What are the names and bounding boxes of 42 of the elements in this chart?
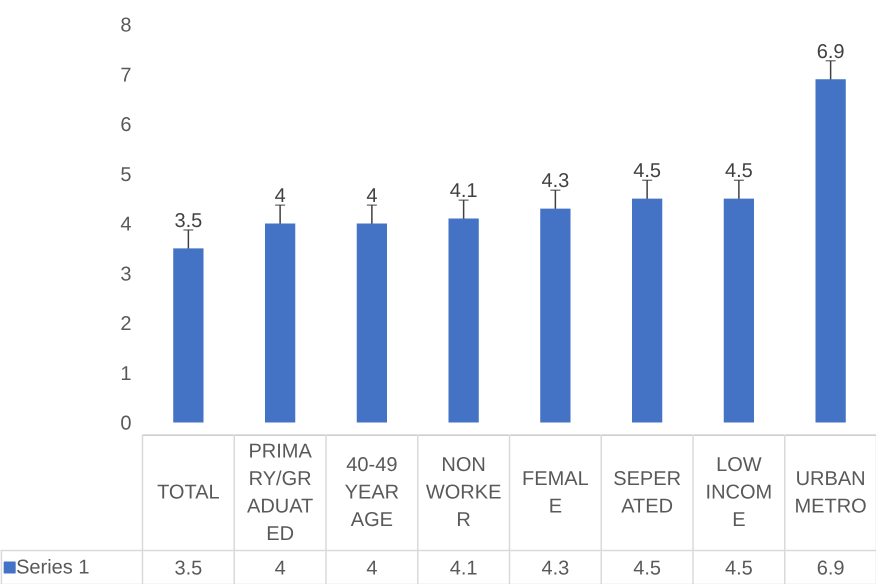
data-label: 4.1 — [450, 558, 478, 580]
legend-label: Series 1 — [16, 556, 90, 578]
y-tick-label: 4 — [120, 214, 132, 236]
bar — [448, 218, 479, 422]
data-label: 4 — [366, 558, 378, 580]
data-label: 4 — [274, 558, 286, 580]
data-label: 4.3 — [541, 558, 570, 580]
text: 6.9 — [816, 40, 845, 63]
x-tick-label: NON WORKER — [426, 454, 502, 531]
y-tick-label: 1 — [120, 362, 132, 385]
text: 4.3 — [541, 170, 570, 192]
text: 3.5 — [174, 210, 202, 232]
x-tick-label: URBAN METRO — [794, 468, 867, 518]
y-tick-label: 0 — [120, 412, 132, 434]
y-tick-label: 3 — [120, 263, 132, 286]
data-label: 4.5 — [724, 558, 753, 580]
bar — [173, 248, 204, 422]
x-tick-label: TOTAL — [157, 482, 220, 504]
x-tick-label: SEPERATED — [613, 468, 682, 518]
bar — [815, 79, 846, 422]
text: 4.5 — [724, 160, 753, 182]
y-tick-label: 6 — [120, 114, 132, 136]
y-tick-label: 2 — [120, 313, 132, 335]
data-label: 3.5 — [174, 558, 202, 580]
text: 4 — [366, 185, 378, 208]
text: 4 — [274, 185, 286, 208]
data-label: 6.9 — [816, 558, 845, 580]
bar — [356, 224, 388, 422]
bar — [264, 224, 296, 422]
x-tick-label: PRIMARY/GRADUATED — [246, 440, 314, 545]
bar — [632, 198, 662, 422]
x-tick-label: LOW INCOME — [706, 454, 772, 531]
text: 4.1 — [450, 180, 478, 202]
x-tick-label: FEMALE — [522, 468, 589, 518]
bar — [540, 208, 571, 422]
x-tick-label: 40-49 YEAR AGE — [344, 454, 400, 531]
text: 4.5 — [633, 160, 662, 182]
y-tick-label: 5 — [120, 164, 132, 186]
y-tick-label: 7 — [120, 64, 132, 86]
y-tick-label: 8 — [120, 14, 132, 36]
data-label: 4.5 — [633, 558, 662, 580]
bar — [724, 198, 754, 422]
